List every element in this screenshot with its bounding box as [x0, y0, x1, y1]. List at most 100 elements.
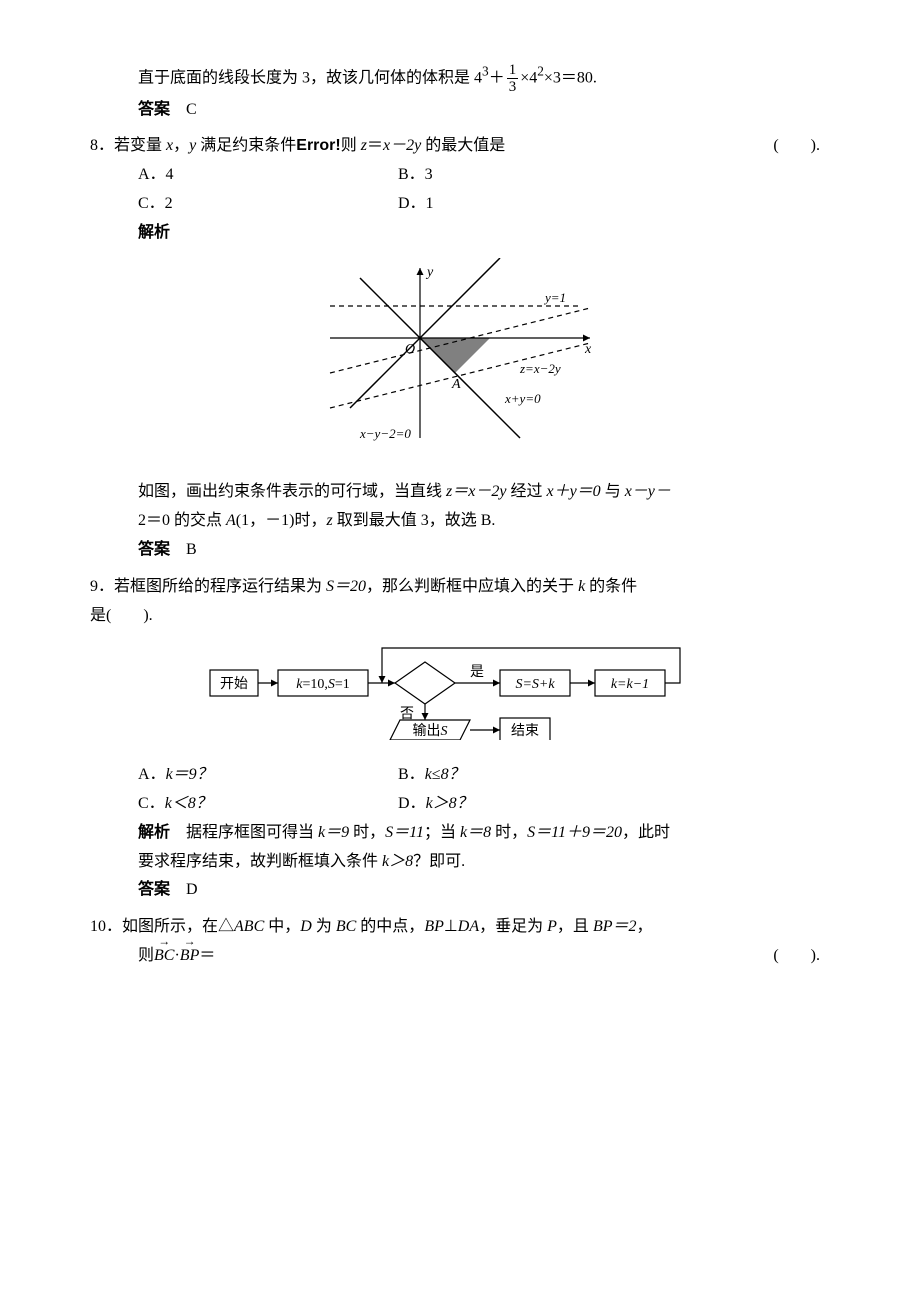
q7-answer: 答案 C: [90, 96, 830, 125]
sup: 3: [482, 64, 489, 79]
jiexi-label: 解析: [138, 824, 170, 841]
opt-prefix: A．: [138, 766, 166, 783]
origin-label: O: [405, 342, 415, 357]
text: 2: [537, 69, 544, 86]
text: ；当: [424, 824, 460, 841]
text: ？即可.: [413, 853, 465, 870]
feasible-region-graph: y x O A y=1 z=x−2y x+y=0 x−y−2=0: [290, 258, 630, 458]
q9-explanation: 解析 据程序框图可得当 k＝9 时，S＝11；当 k＝8 时，S＝11＋9＝20…: [90, 819, 830, 848]
answer-value: C: [186, 101, 197, 118]
text: 取到最大值 3，故选 B.: [333, 512, 496, 529]
q-number: 9．: [90, 578, 114, 595]
flow-sum-text: S=S+k: [515, 677, 555, 692]
text: 3: [482, 69, 489, 86]
text: 的中点，: [356, 918, 424, 935]
y1-label: y=1: [543, 290, 566, 305]
answer-value: B: [186, 541, 197, 558]
x-label: x: [584, 342, 592, 357]
xmy-label: x−y−2=0: [359, 426, 411, 441]
xpy-label: x+y=0: [504, 391, 541, 406]
text: 则: [341, 137, 361, 154]
var: DA: [458, 918, 479, 935]
text: 是( ).: [90, 607, 153, 624]
q8-answer: 答案 B: [90, 536, 830, 565]
option-c: C．2: [138, 190, 398, 219]
opt-prefix: C．: [138, 795, 165, 812]
q9-options-row2: C．k＜8？ D．k＞8？: [90, 790, 830, 819]
expr: S＝20: [326, 578, 366, 595]
text: 中，: [264, 918, 300, 935]
flow-output-text: 输出S: [413, 723, 448, 739]
q7-tail-line: 直于底面的线段长度为 3，故该几何体的体积是 43＋13×42×3＝80.: [90, 60, 830, 96]
text: ，: [173, 137, 189, 154]
q8-stem: 8．若变量 x，y 满足约束条件Error!则 z＝x－2y 的最大值是 ( )…: [90, 132, 830, 161]
flow-init-text: k=10,S=1: [296, 677, 350, 692]
text: 若变量: [114, 137, 166, 154]
var: ABC: [234, 918, 264, 935]
q9-options-row1: A．k＝9？ B．k≤8？: [90, 761, 830, 790]
vector-bc: BC: [154, 942, 174, 971]
flowchart-svg: 开始 k=10,S=1 是 S=S+k k=k−1 否 输出S 结束: [200, 640, 720, 740]
expr: k＝8: [460, 824, 491, 841]
text: 如图所示，在△: [122, 918, 234, 935]
point-a-label: A: [451, 377, 461, 392]
q-number: 10．: [90, 918, 122, 935]
text: ，且: [557, 918, 593, 935]
text: 如图，画出约束条件表示的可行域，当直线: [138, 483, 446, 500]
answer-label: 答案: [138, 101, 170, 118]
var: A: [226, 512, 236, 529]
expr: S＝11＋9＝20: [527, 824, 622, 841]
text: 与: [601, 483, 625, 500]
q9-answer: 答案 D: [90, 876, 830, 905]
text: 据程序框图可得当: [186, 824, 318, 841]
option-b: B．3: [398, 161, 658, 190]
q8-explanation: 如图，画出约束条件表示的可行域，当直线 z＝x－2y 经过 x＋y＝0 与 x－…: [90, 478, 830, 507]
line-xplusy: [350, 258, 500, 408]
q9-explanation-2: 要求程序结束，故判断框填入条件 k＞8？即可.: [90, 848, 830, 877]
q8-options-row2: C．2 D．1: [90, 190, 830, 219]
flow-start-text: 开始: [220, 676, 248, 692]
q-number: 8．: [90, 137, 114, 154]
option-a: A．k＝9？: [138, 761, 398, 790]
text: 2＝0 的交点: [138, 512, 226, 529]
option-c: C．k＜8？: [138, 790, 398, 819]
text: ×3＝80.: [544, 69, 597, 86]
text: ，垂足为: [479, 918, 547, 935]
error-text: Error!: [296, 137, 340, 154]
expr: S＝11: [385, 824, 424, 841]
z-label: z=x−2y: [519, 361, 561, 376]
text: (1，－1)时，: [236, 512, 327, 529]
option-b: B．k≤8？: [398, 761, 658, 790]
feasible-region: [420, 338, 490, 373]
q9-stem-2: 是( ).: [90, 602, 830, 631]
opt-prefix: D．: [398, 795, 426, 812]
option-d: D．1: [398, 190, 658, 219]
q10-stem: 10．如图所示，在△ABC 中，D 为 BC 的中点，BP⊥DA，垂足为 P，且…: [90, 913, 830, 942]
text: ＝: [199, 947, 215, 964]
expr: BP＝2: [593, 918, 637, 935]
expr: z＝x－2y: [446, 483, 506, 500]
answer-value: D: [186, 881, 198, 898]
text: 直于底面的线段长度为 3，故该几何体的体积是 4: [138, 69, 482, 86]
var: BP: [424, 918, 444, 935]
y-label: y: [425, 265, 434, 280]
expr: x＋y＝0: [546, 483, 600, 500]
text: 要求程序结束，故判断框填入条件: [138, 853, 382, 870]
answer-label: 答案: [138, 541, 170, 558]
opt-expr: k＞8？: [426, 795, 473, 812]
opt-expr: k≤8？: [425, 766, 465, 783]
text: ，: [637, 918, 653, 935]
expr: k＝9: [318, 824, 349, 841]
expr: x－y－: [625, 483, 671, 500]
text: ×4: [520, 69, 537, 86]
q8-options-row1: A．4 B．3: [90, 161, 830, 190]
option-a: A．4: [138, 161, 398, 190]
text: 则: [138, 947, 154, 964]
opt-expr: k＜8？: [165, 795, 212, 812]
opt-expr: k＝9？: [166, 766, 213, 783]
flow-decision: [395, 662, 455, 704]
line-xminusy: [360, 278, 520, 438]
denominator: 3: [507, 79, 519, 96]
var: D: [300, 918, 312, 935]
paren-blank: ( ).: [773, 942, 820, 971]
